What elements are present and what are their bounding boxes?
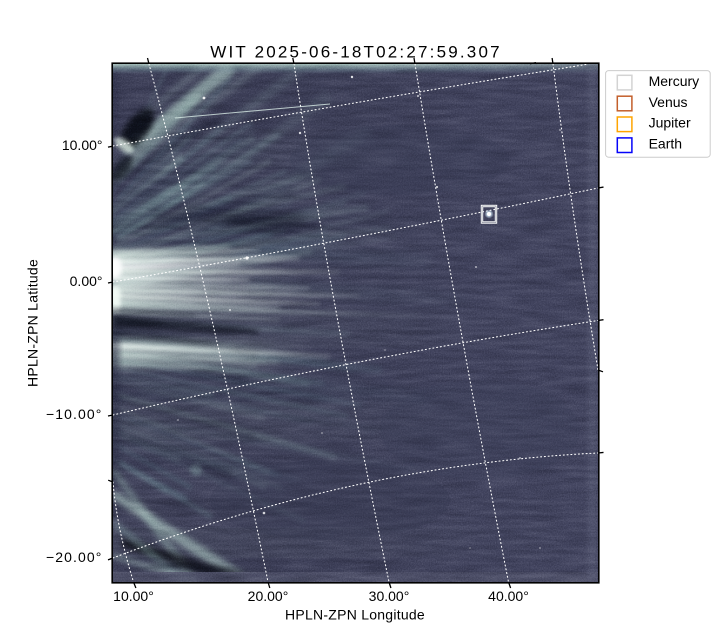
svg-text:HPLN-ZPN Latitude: HPLN-ZPN Latitude: [25, 259, 41, 387]
svg-text:10.00°: 10.00°: [62, 137, 103, 153]
svg-text:HPLN-ZPN Longitude: HPLN-ZPN Longitude: [285, 607, 425, 623]
svg-text:−20.00°: −20.00°: [46, 549, 103, 565]
svg-text:Earth: Earth: [649, 136, 682, 152]
svg-text:Mercury: Mercury: [649, 73, 700, 89]
svg-text:WIT 2025-06-18T02:27:59.307: WIT 2025-06-18T02:27:59.307: [210, 43, 502, 62]
svg-text:20.00°: 20.00°: [248, 588, 289, 604]
svg-text:Venus: Venus: [649, 94, 688, 110]
svg-text:Jupiter: Jupiter: [649, 115, 691, 131]
svg-text:−10.00°: −10.00°: [46, 406, 103, 422]
svg-text:0.00°: 0.00°: [70, 273, 103, 289]
svg-text:40.00°: 40.00°: [488, 588, 529, 604]
svg-text:30.00°: 30.00°: [369, 588, 410, 604]
svg-text:10.00°: 10.00°: [113, 588, 154, 604]
